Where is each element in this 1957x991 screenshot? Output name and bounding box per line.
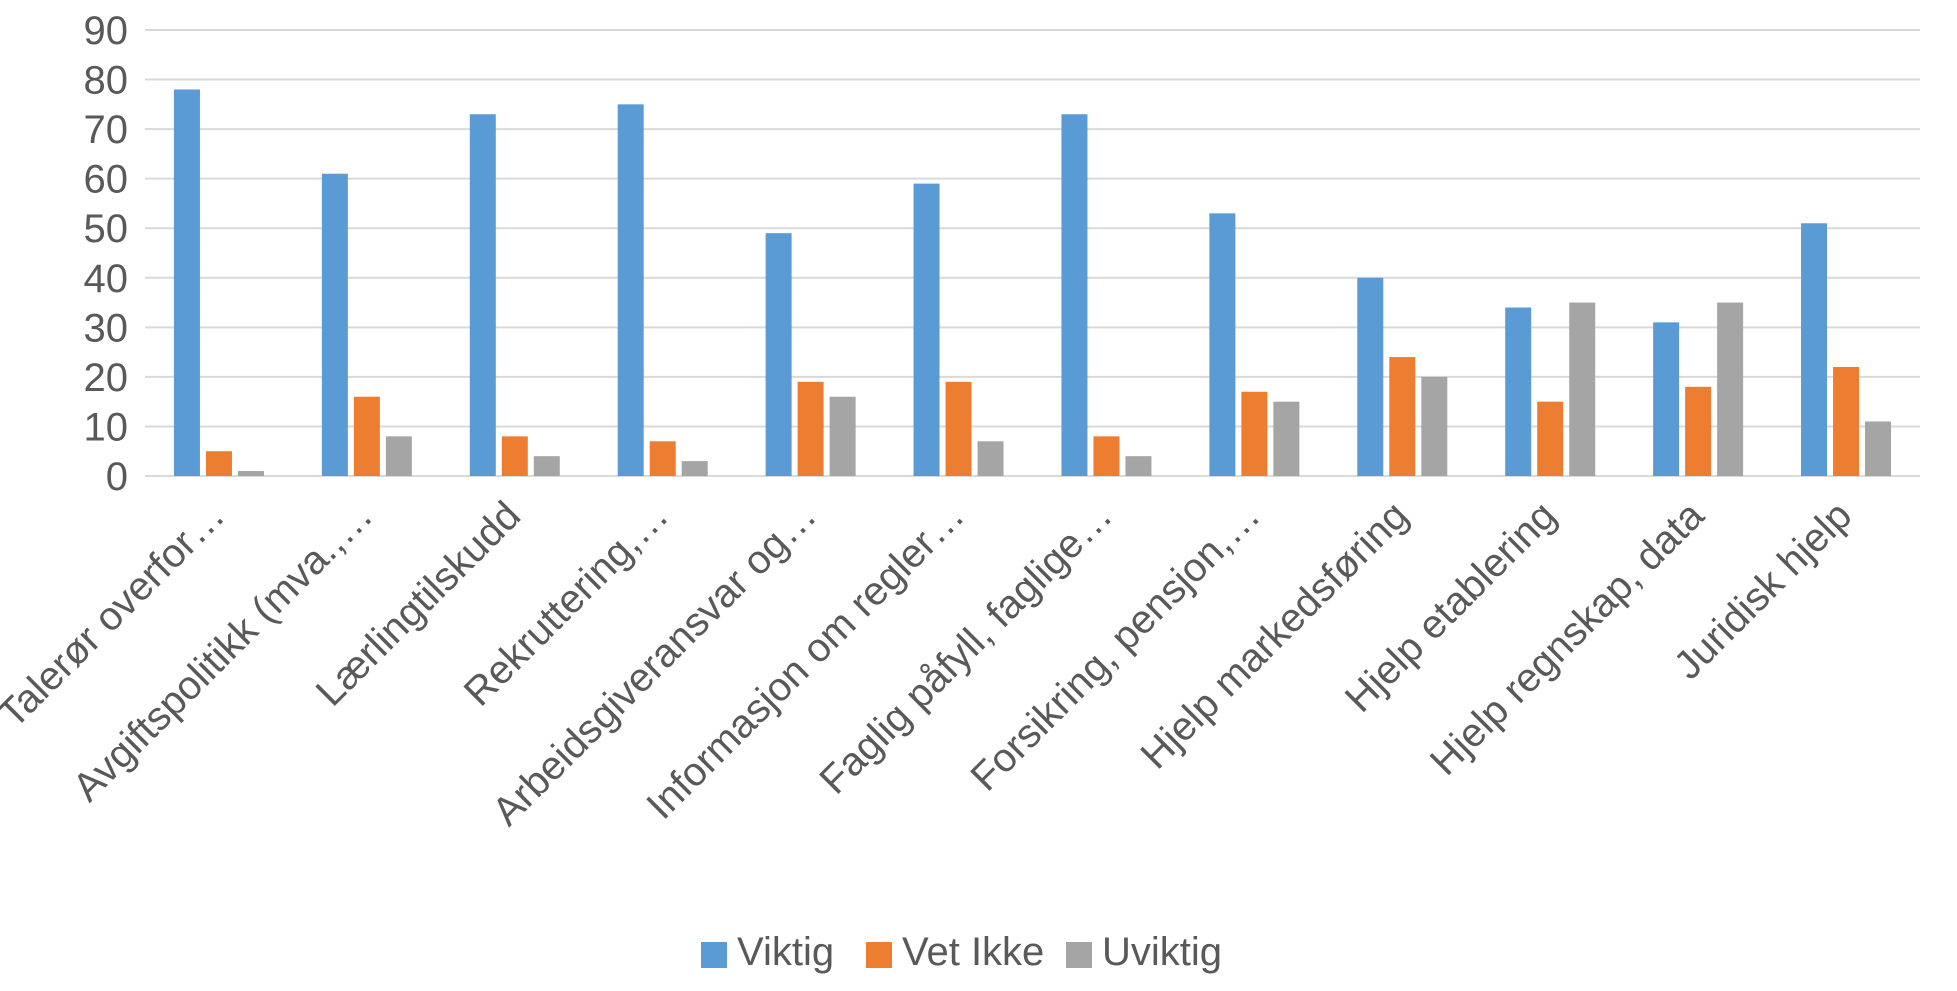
bar-vet-ikke <box>1685 386 1712 476</box>
bar-vet-ikke <box>945 381 972 476</box>
bar-vet-ikke <box>649 441 676 476</box>
bar-viktig <box>1801 223 1828 476</box>
bar-uviktig <box>385 436 412 476</box>
y-tick-label: 60 <box>84 158 129 202</box>
bar-viktig <box>1505 307 1532 476</box>
bar-vet-ikke <box>797 381 824 476</box>
y-tick-label: 40 <box>84 257 129 301</box>
bar-vet-ikke <box>353 396 380 476</box>
legend-label: Viktig <box>737 930 834 974</box>
bar-uviktig <box>1125 456 1152 476</box>
bars <box>173 89 1892 476</box>
legend-label: Vet Ikke <box>902 930 1044 974</box>
legend-swatch <box>1066 942 1092 968</box>
bar-uviktig <box>977 441 1004 476</box>
bar-viktig <box>173 89 200 476</box>
bar-uviktig <box>1421 376 1448 476</box>
y-tick-label: 0 <box>106 455 128 499</box>
y-tick-label: 20 <box>84 356 129 400</box>
bar-viktig <box>321 173 348 476</box>
bar-uviktig <box>237 471 264 476</box>
y-axis-tick-labels: 0 10 20 30 40 50 60 70 80 90 <box>84 9 129 499</box>
x-category-label: Hjelp regnskap, data <box>1422 493 1713 784</box>
bar-viktig <box>1653 322 1680 476</box>
y-tick-label: 10 <box>84 405 129 449</box>
bar-uviktig <box>533 456 560 476</box>
bar-viktig <box>617 104 644 476</box>
bar-viktig <box>1061 114 1088 476</box>
bar-uviktig <box>1569 302 1596 476</box>
legend-swatch <box>866 942 892 968</box>
bar-vet-ikke <box>1093 436 1120 476</box>
bar-vet-ikke <box>501 436 528 476</box>
x-axis-category-labels: Talerør overfor…Avgiftspolitikk (mva.,…L… <box>0 493 1860 834</box>
y-tick-label: 70 <box>84 108 129 152</box>
bar-viktig <box>1209 213 1236 476</box>
bar-vet-ikke <box>1537 401 1564 476</box>
bar-vet-ikke <box>1833 366 1860 476</box>
x-category-label: Forsikring, pensjon,… <box>963 493 1269 799</box>
bar-uviktig <box>1717 302 1744 476</box>
legend-label: Uviktig <box>1102 930 1222 974</box>
bar-uviktig <box>829 396 856 476</box>
bar-uviktig <box>681 461 708 476</box>
x-category-label: Hjelp markedsføring <box>1132 493 1416 777</box>
y-tick-label: 90 <box>84 9 129 53</box>
bar-viktig <box>1357 277 1384 476</box>
x-category-label: Avgiftspolitikk (mva.,… <box>65 493 382 810</box>
gridlines <box>145 29 1920 477</box>
bar-vet-ikke <box>205 451 232 476</box>
legend-swatch <box>701 942 727 968</box>
y-tick-label: 80 <box>84 59 129 103</box>
y-tick-label: 30 <box>84 306 129 350</box>
bar-uviktig <box>1273 401 1300 476</box>
bar-vet-ikke <box>1241 391 1268 476</box>
bar-vet-ikke <box>1389 357 1416 476</box>
x-category-label: Faglig påfyll, faglige… <box>811 493 1120 802</box>
y-tick-label: 50 <box>84 207 129 251</box>
bar-viktig <box>913 183 940 476</box>
bar-viktig <box>765 233 792 476</box>
legend: Viktig Vet Ikke Uviktig <box>701 930 1222 974</box>
bar-uviktig <box>1865 421 1892 476</box>
bar-viktig <box>469 114 496 476</box>
